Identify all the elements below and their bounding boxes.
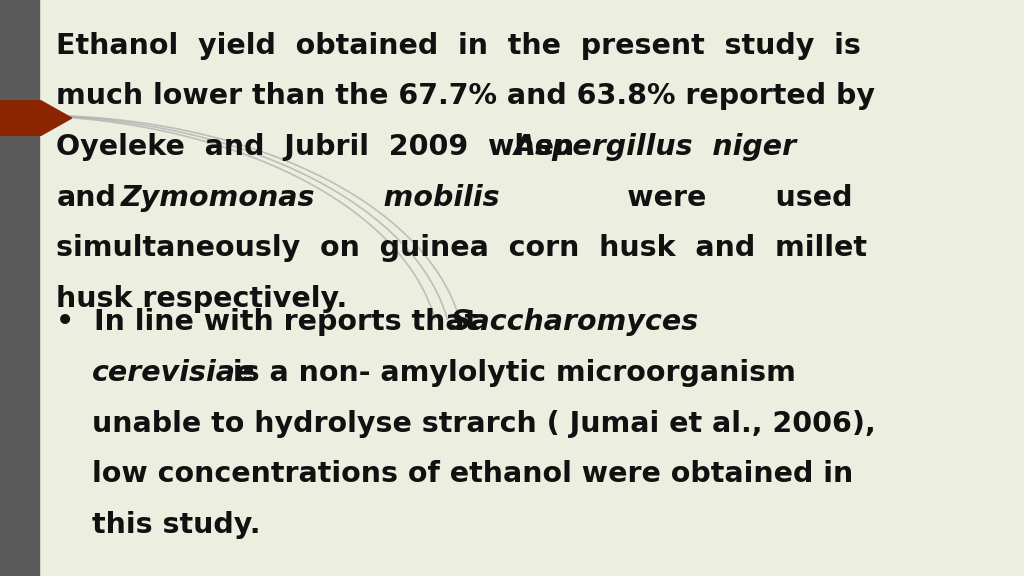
Text: unable to hydrolyse strarch ( Jumai et al., 2006),: unable to hydrolyse strarch ( Jumai et a… — [92, 410, 876, 438]
Text: •  In line with reports that: • In line with reports that — [56, 308, 488, 336]
Text: low concentrations of ethanol were obtained in: low concentrations of ethanol were obtai… — [92, 460, 853, 488]
Text: this study.: this study. — [92, 511, 261, 539]
Text: husk respectively.: husk respectively. — [56, 285, 347, 313]
Text: simultaneously  on  guinea  corn  husk  and  millet: simultaneously on guinea corn husk and m… — [56, 234, 867, 263]
Text: Ethanol  yield  obtained  in  the  present  study  is: Ethanol yield obtained in the present st… — [56, 32, 861, 60]
Text: Oyeleke  and  Jubril  2009  when: Oyeleke and Jubril 2009 when — [56, 133, 585, 161]
Text: is a non- amylolytic microorganism: is a non- amylolytic microorganism — [223, 359, 796, 387]
Text: Saccharomyces: Saccharomyces — [451, 308, 698, 336]
Text: were       used: were used — [568, 184, 853, 212]
Text: much lower than the 67.7% and 63.8% reported by: much lower than the 67.7% and 63.8% repo… — [56, 82, 876, 111]
Bar — [0, 0, 39, 576]
Text: Aspergillus  niger: Aspergillus niger — [514, 133, 797, 161]
FancyArrow shape — [0, 101, 72, 135]
Text: Zymomonas       mobilis: Zymomonas mobilis — [121, 184, 501, 212]
Text: and: and — [56, 184, 116, 212]
Text: cerevisiae: cerevisiae — [92, 359, 256, 387]
